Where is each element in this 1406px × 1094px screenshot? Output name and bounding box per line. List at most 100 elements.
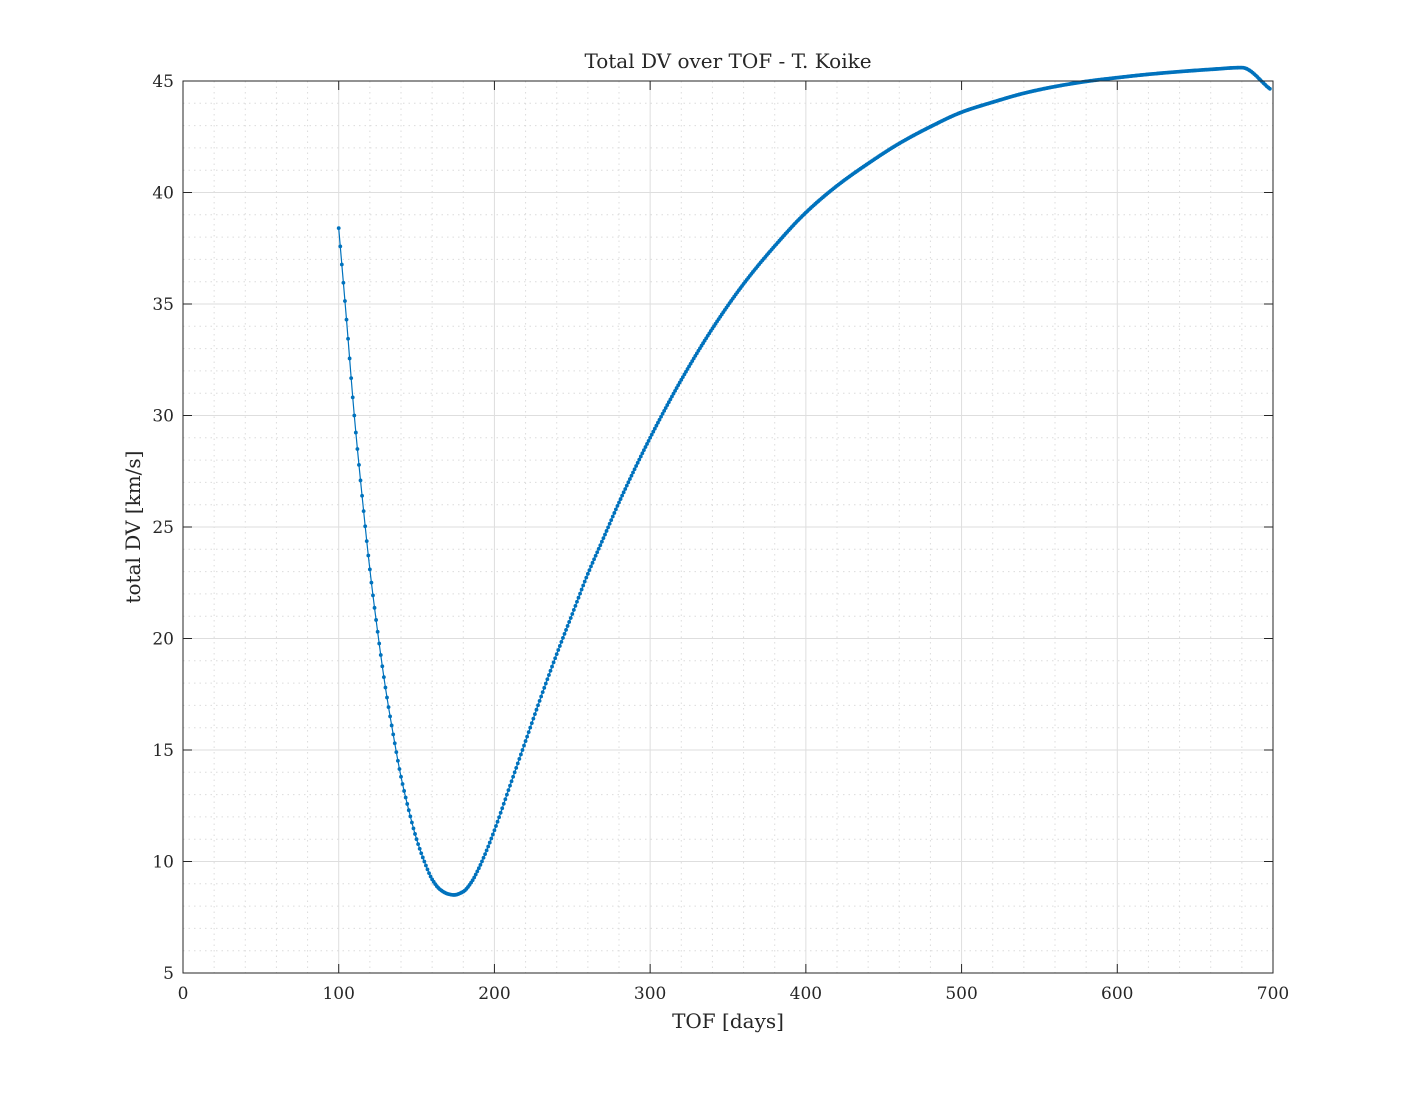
data-point [671, 391, 676, 396]
data-point [511, 774, 516, 779]
data-point [520, 748, 525, 752]
data-point [419, 851, 424, 856]
data-point [508, 783, 512, 788]
data-point [417, 846, 422, 851]
data-point [363, 524, 368, 529]
tick-labels: 0 100 200 300 400 500 600 700 5 10 15 20 25 30 35 40 45 [152, 72, 1289, 1004]
x-tick-label: 200 [478, 984, 510, 1004]
data-point [397, 767, 402, 771]
data-point [381, 675, 386, 680]
data-point [604, 529, 609, 533]
data-point [637, 457, 642, 462]
data-point [551, 660, 556, 665]
data-point [629, 473, 634, 478]
data-point [408, 814, 413, 819]
data-point [470, 878, 475, 883]
data-point [663, 406, 668, 410]
data-point [391, 732, 396, 737]
data-point [660, 411, 665, 416]
y-tick-label: 20 [152, 630, 174, 650]
data-point [613, 507, 618, 512]
data-point [338, 244, 343, 249]
data-point [349, 376, 354, 381]
data-point [528, 725, 533, 730]
data-point [607, 521, 612, 526]
data-point [640, 451, 645, 456]
data-point [589, 564, 593, 569]
data-point [674, 386, 679, 390]
data-point [416, 842, 421, 847]
data-point [361, 509, 366, 513]
data-point [497, 815, 501, 820]
data-point [534, 707, 539, 712]
data-point [618, 497, 623, 501]
data-point [579, 587, 584, 592]
data-point [395, 758, 400, 763]
data-point [632, 467, 637, 472]
x-tick-label: 0 [178, 984, 189, 1004]
axes [182, 80, 1274, 974]
data-point [578, 591, 582, 596]
data-point [486, 844, 491, 849]
data-point [344, 317, 349, 322]
y-tick-label: 10 [152, 853, 174, 873]
data-point [341, 280, 346, 285]
data-point [377, 641, 382, 646]
data-point [347, 356, 352, 361]
data-point [494, 824, 498, 828]
data-point [599, 539, 604, 544]
data-point [369, 580, 374, 585]
data-point [509, 779, 514, 784]
data-point [523, 739, 528, 743]
x-axis-label: TOF [days] [672, 1009, 784, 1033]
data-point [519, 752, 523, 757]
data-point [596, 546, 601, 551]
data-point [565, 624, 570, 628]
data-point [548, 668, 553, 673]
data-point [378, 653, 383, 657]
data-point [581, 583, 586, 588]
data-point [414, 837, 419, 842]
data-point [539, 694, 544, 699]
data-point [634, 464, 639, 468]
data-point [645, 442, 649, 446]
data-point [620, 493, 625, 498]
data-point [357, 462, 361, 467]
data-point [495, 819, 500, 824]
data-point [336, 226, 341, 231]
data-point [582, 579, 587, 584]
data-point [402, 789, 407, 793]
x-tick-label: 700 [1257, 984, 1289, 1004]
data-point [598, 543, 603, 548]
data-point [670, 394, 674, 399]
data-point [367, 567, 372, 572]
data-point [543, 681, 548, 686]
data-point [568, 616, 573, 620]
data-point [522, 743, 526, 748]
data-point [676, 383, 681, 388]
data-point [536, 703, 540, 708]
chart-title: Total DV over TOF - T. Koike [584, 49, 871, 73]
data-point [542, 685, 547, 690]
data-point [517, 757, 522, 761]
data-point [570, 612, 575, 616]
data-point [652, 426, 657, 431]
data-point [501, 801, 506, 806]
data-point [476, 866, 481, 871]
data-series [336, 65, 1272, 897]
data-point [413, 832, 417, 836]
data-point [374, 618, 378, 622]
x-tick-label: 400 [790, 984, 822, 1004]
x-tick-label: 100 [322, 984, 354, 1004]
data-point [422, 859, 427, 864]
data-point [406, 808, 411, 813]
data-point [366, 553, 371, 558]
data-point [649, 432, 654, 437]
data-point [1267, 86, 1272, 91]
data-point [380, 664, 385, 669]
data-point [405, 802, 410, 806]
data-point [503, 797, 508, 802]
data-point [550, 664, 554, 669]
data-point [654, 423, 659, 428]
data-point [399, 774, 403, 779]
